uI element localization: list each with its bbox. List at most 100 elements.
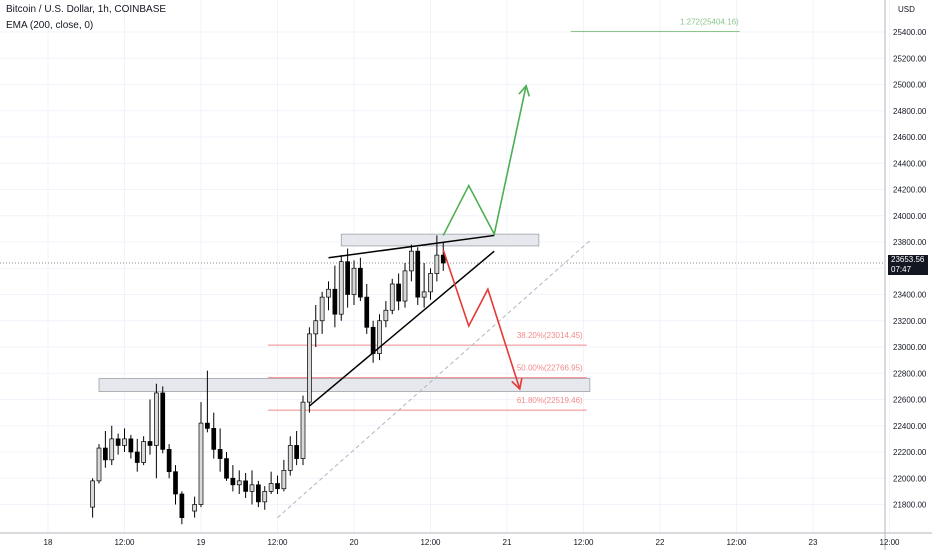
- price-axis-tick-label: 24800.00: [893, 107, 927, 116]
- time-axis-tick-label: 12:00: [726, 538, 747, 547]
- bullish-candle: [383, 309, 389, 322]
- price-axis-tick-label: 23400.00: [893, 291, 927, 300]
- bullish-candle: [236, 480, 242, 486]
- bearish-candle: [134, 451, 140, 463]
- bearish-candle: [115, 438, 121, 446]
- bullish-candle: [90, 480, 95, 508]
- price-axis-tick-label: 22000.00: [893, 474, 927, 483]
- time-axis-tick-label: 21: [503, 538, 512, 547]
- bullish-candle: [287, 445, 293, 471]
- bullish-candle: [313, 320, 319, 335]
- bullish-candle: [141, 441, 146, 463]
- bar-countdown: 07:47: [891, 265, 912, 274]
- bearish-projection-path: [442, 249, 521, 390]
- bullish-candle: [268, 483, 274, 492]
- time-axis-tick-label: 12:00: [420, 538, 441, 547]
- bearish-candle: [166, 449, 172, 473]
- bearish-candle: [128, 438, 134, 453]
- bullish-candle: [96, 447, 102, 482]
- bearish-candle: [294, 445, 299, 459]
- price-axis-tick-label: 24600.00: [893, 133, 927, 142]
- price-axis-unit: USD: [898, 5, 915, 14]
- bearish-candle: [364, 296, 370, 328]
- bullish-candle: [249, 484, 255, 492]
- bullish-candle: [198, 422, 204, 505]
- bullish-candle: [262, 491, 268, 503]
- fib-extension-label: 1.272(25404.16): [680, 17, 739, 26]
- time-axis-tick-label: 12:00: [879, 538, 900, 547]
- bearish-candle: [440, 254, 446, 264]
- price-axis-tick-label: 22400.00: [893, 422, 927, 431]
- bearish-candle: [224, 458, 229, 479]
- fib-level-label: 61.80%(22519.46): [517, 396, 583, 405]
- bullish-projection-path: [442, 85, 527, 237]
- bullish-candle: [192, 504, 197, 512]
- bearish-candle: [332, 288, 338, 315]
- current-price-value: 23653.56: [891, 255, 925, 264]
- bullish-candle: [428, 273, 433, 293]
- price-axis-tick-label: 24200.00: [893, 186, 927, 195]
- bullish-candle: [122, 438, 127, 446]
- bearish-candle: [179, 493, 185, 518]
- current-price-tag: 23653.56 07:47: [888, 255, 928, 275]
- support-zone: [340, 233, 540, 247]
- bullish-candle: [326, 288, 331, 298]
- bullish-candle: [409, 250, 414, 272]
- price-axis-tick-label: 24400.00: [893, 159, 927, 168]
- price-axis-tick-label: 25400.00: [893, 28, 927, 37]
- bullish-candle: [109, 438, 115, 461]
- bearish-candle: [415, 250, 421, 298]
- bullish-candle: [338, 261, 344, 315]
- bullish-candle: [300, 401, 306, 459]
- bullish-candle: [154, 392, 159, 446]
- time-axis-tick-label: 23: [809, 538, 818, 547]
- bearish-candle: [173, 471, 178, 495]
- time-axis-tick-label: 20: [350, 538, 359, 547]
- bullish-candle: [421, 291, 427, 298]
- bullish-candle: [281, 470, 287, 490]
- bearish-candle: [370, 326, 376, 354]
- bullish-candle: [319, 296, 325, 322]
- bearish-candle: [396, 283, 401, 302]
- bearish-candle: [147, 441, 153, 446]
- price-axis-tick-label: 24000.00: [893, 212, 927, 221]
- fib-level-label: 50.00%(22766.95): [517, 364, 583, 373]
- bearish-candle: [358, 267, 363, 298]
- bullish-candle: [434, 254, 440, 274]
- time-axis-tick-label: 12:00: [114, 538, 135, 547]
- bullish-candle: [351, 267, 357, 295]
- symbol-title: Bitcoin / U.S. Dollar, 1h, COINBASE: [6, 4, 167, 15]
- price-axis-tick-label: 22800.00: [893, 369, 927, 378]
- bearish-candle: [160, 392, 166, 450]
- bullish-projection-path-arrowhead: [518, 84, 531, 97]
- fib-level-label: 38.20%(23014.45): [517, 331, 583, 340]
- triangle-trendline: [328, 234, 495, 259]
- support-zone: [98, 378, 591, 392]
- bearish-candle: [275, 483, 280, 490]
- price-axis-tick-label: 25000.00: [893, 81, 927, 90]
- bearish-candle: [217, 449, 223, 459]
- time-axis-tick-label: 18: [44, 538, 53, 547]
- price-axis-tick-label: 21800.00: [893, 501, 927, 510]
- price-axis-tick-label: 22600.00: [893, 396, 927, 405]
- bearish-candle: [345, 261, 350, 295]
- bullish-candle: [307, 333, 312, 403]
- price-axis-tick-label: 23000.00: [893, 343, 927, 352]
- time-axis-tick-label: 19: [197, 538, 206, 547]
- bullish-candle: [377, 320, 382, 354]
- bearish-candle: [256, 484, 261, 503]
- ema-indicator-label: EMA (200, close, 0): [6, 20, 94, 31]
- triangle-trendline: [308, 250, 495, 407]
- price-axis-tick-label: 23200.00: [893, 317, 927, 326]
- bearish-candle: [211, 428, 217, 450]
- bearish-candle: [230, 477, 236, 486]
- price-axis-tick-label: 23800.00: [893, 238, 927, 247]
- time-axis-tick-label: 12:00: [573, 538, 594, 547]
- bullish-candle: [402, 270, 408, 302]
- time-axis-tick-label: 22: [656, 538, 665, 547]
- price-axis-tick-label: 22200.00: [893, 448, 927, 457]
- bearish-candle: [243, 480, 248, 492]
- time-axis-tick-label: 12:00: [267, 538, 288, 547]
- bullish-candle: [389, 283, 395, 311]
